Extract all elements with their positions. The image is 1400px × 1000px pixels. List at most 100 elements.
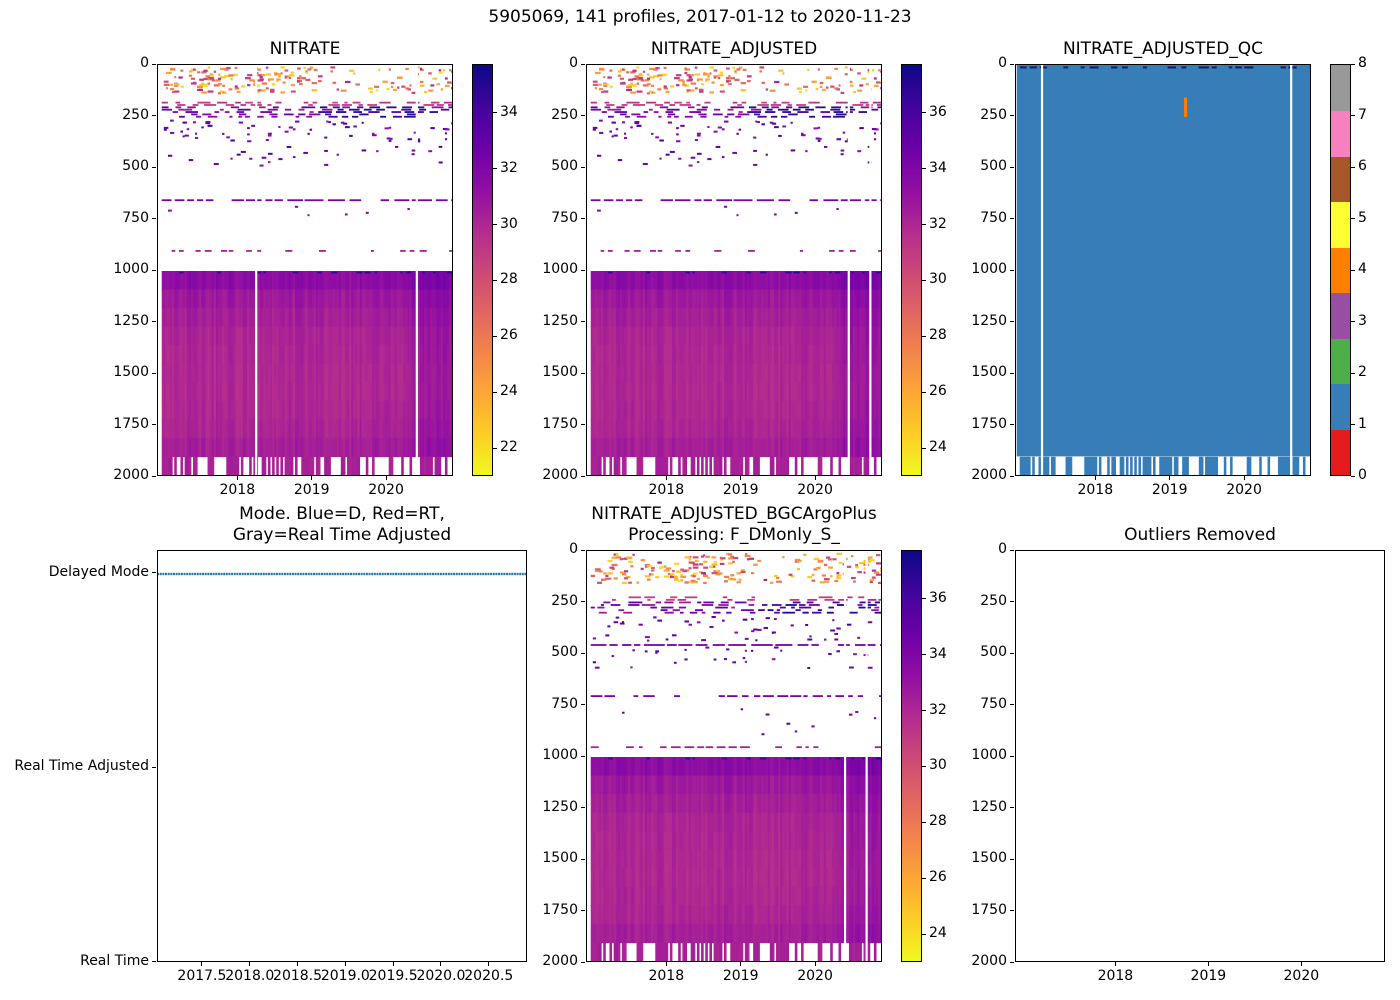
colorbar-tick-label: 28 xyxy=(929,327,947,344)
y-tick-mark xyxy=(1010,652,1014,654)
colorbar-tick-mark xyxy=(922,335,926,337)
axes-nitrate_adjusted xyxy=(586,64,882,476)
x-tick-label: 2018.0 xyxy=(225,968,275,984)
y-tick-label: 750 xyxy=(980,209,1007,226)
y-tick-mark xyxy=(152,218,156,219)
y-tick-mark xyxy=(581,269,585,271)
y-tick-label: 1000 xyxy=(542,261,578,277)
axes-nitrate_adjusted_bgcargoplus xyxy=(586,550,882,962)
colorbar-tick-label: 34 xyxy=(929,645,947,662)
plot-title-line: Outliers Removed xyxy=(1124,525,1276,545)
colorbar-tick-mark xyxy=(493,447,497,449)
y-tick-label: 1750 xyxy=(542,901,578,918)
y-tick-mark xyxy=(581,321,585,322)
plot-title-line: NITRATE xyxy=(269,39,341,59)
colorbar-tick-mark xyxy=(1351,269,1355,271)
y-tick-label: 2000 xyxy=(971,467,1007,483)
colorbar-tick-label: 32 xyxy=(929,701,947,718)
y-tick-mark xyxy=(1010,475,1014,477)
y-tick-mark xyxy=(581,424,585,425)
y-tick-label: 1750 xyxy=(971,415,1007,432)
y-tick-label: 2000 xyxy=(542,467,578,483)
y-tick-mark xyxy=(581,601,585,602)
x-tick-label: 2019 xyxy=(293,482,330,498)
plot-title-nitrate_adjusted: NITRATE_ADJUSTED xyxy=(651,39,817,60)
y-tick-label: 250 xyxy=(551,592,578,609)
x-tick-label: 2018 xyxy=(648,968,685,984)
x-tick-label: 2018 xyxy=(1097,968,1134,984)
y-tick-mark xyxy=(1010,755,1014,757)
colorbar-tick-mark xyxy=(922,877,926,879)
plot-title-line: NITRATE_ADJUSTED_QC xyxy=(1062,39,1264,59)
y-tick-label: 250 xyxy=(551,106,578,123)
x-tick-label: 2019 xyxy=(722,482,759,498)
x-tick-mark xyxy=(488,962,490,966)
y-tick-label: Real Time xyxy=(80,952,149,969)
colorbar-nitrate_adjusted_bgcargoplus xyxy=(901,550,922,962)
y-tick-mark xyxy=(1010,63,1014,65)
x-tick-label: 2018 xyxy=(219,482,256,498)
x-tick-mark xyxy=(740,476,742,480)
y-tick-label: 1000 xyxy=(971,261,1007,277)
y-tick-label: 750 xyxy=(551,209,578,226)
plot-title-line: Mode. Blue=D, Red=RT, xyxy=(239,504,445,524)
y-tick-label: 1750 xyxy=(971,901,1007,918)
x-tick-mark xyxy=(665,476,667,480)
y-tick-mark xyxy=(152,269,156,271)
y-tick-mark xyxy=(1010,601,1014,602)
y-tick-mark xyxy=(581,961,585,963)
x-tick-label: 2018.5 xyxy=(273,968,323,984)
x-tick-label: 2020 xyxy=(1283,968,1320,984)
colorbar-tick-label: 30 xyxy=(929,757,947,774)
plot-canvas-outliers_removed xyxy=(1016,551,1384,961)
colorbar-tick-label: 4 xyxy=(1358,261,1367,277)
x-tick-mark xyxy=(440,962,442,966)
y-tick-mark xyxy=(1010,166,1014,168)
y-tick-mark xyxy=(1010,704,1014,705)
y-tick-mark xyxy=(1010,961,1014,963)
colorbar-tick-mark xyxy=(493,391,497,393)
y-tick-mark xyxy=(581,858,585,860)
colorbar-nitrate_adjusted xyxy=(901,64,922,476)
y-tick-label: 750 xyxy=(980,695,1007,712)
colorbar-tick-mark xyxy=(922,447,926,449)
y-tick-mark xyxy=(1010,858,1014,860)
y-tick-mark xyxy=(581,652,585,654)
x-tick-label: 2020.5 xyxy=(464,968,514,984)
y-tick-mark xyxy=(152,115,156,116)
colorbar-tick-mark xyxy=(493,335,497,337)
plot-title-line: Gray=Real Time Adjusted xyxy=(232,525,452,545)
y-tick-mark xyxy=(152,321,156,322)
colorbar-tick-mark xyxy=(493,224,497,226)
y-tick-mark xyxy=(581,115,585,116)
y-tick-label: 1500 xyxy=(971,364,1007,380)
y-tick-label: 250 xyxy=(980,106,1007,123)
x-tick-label: 2020.0 xyxy=(416,968,466,984)
y-tick-mark xyxy=(152,424,156,425)
y-tick-mark xyxy=(581,755,585,757)
x-tick-label: 2020 xyxy=(797,482,833,498)
y-tick-label: 500 xyxy=(980,644,1007,660)
y-tick-mark xyxy=(152,475,156,477)
colorbar-tick-label: 32 xyxy=(929,215,947,232)
y-tick-label: 500 xyxy=(551,158,578,174)
y-tick-label: 0 xyxy=(998,55,1007,71)
axes-outliers_removed xyxy=(1015,550,1385,962)
plot-canvas-nitrate_adjusted_bgcargoplus xyxy=(590,551,881,961)
qc-colorbar-segment-3 xyxy=(1331,292,1350,339)
colorbar-tick-label: 22 xyxy=(500,439,518,456)
y-tick-label: 1250 xyxy=(542,798,578,815)
colorbar-tick-label: 0 xyxy=(1358,467,1367,483)
y-tick-mark xyxy=(152,372,156,374)
colorbar-tick-label: 2 xyxy=(1358,364,1367,380)
y-tick-label: 1000 xyxy=(542,747,578,763)
y-tick-label: 2000 xyxy=(113,467,149,483)
x-tick-mark xyxy=(1207,962,1209,966)
figure-title: 5905069, 141 profiles, 2017-01-12 to 202… xyxy=(488,7,912,27)
y-tick-label: 500 xyxy=(551,644,578,660)
colorbar-tick-label: 36 xyxy=(929,589,947,606)
colorbar-tick-label: 28 xyxy=(929,813,947,830)
y-tick-mark xyxy=(1010,372,1014,374)
x-tick-label: 2019.5 xyxy=(368,968,418,984)
